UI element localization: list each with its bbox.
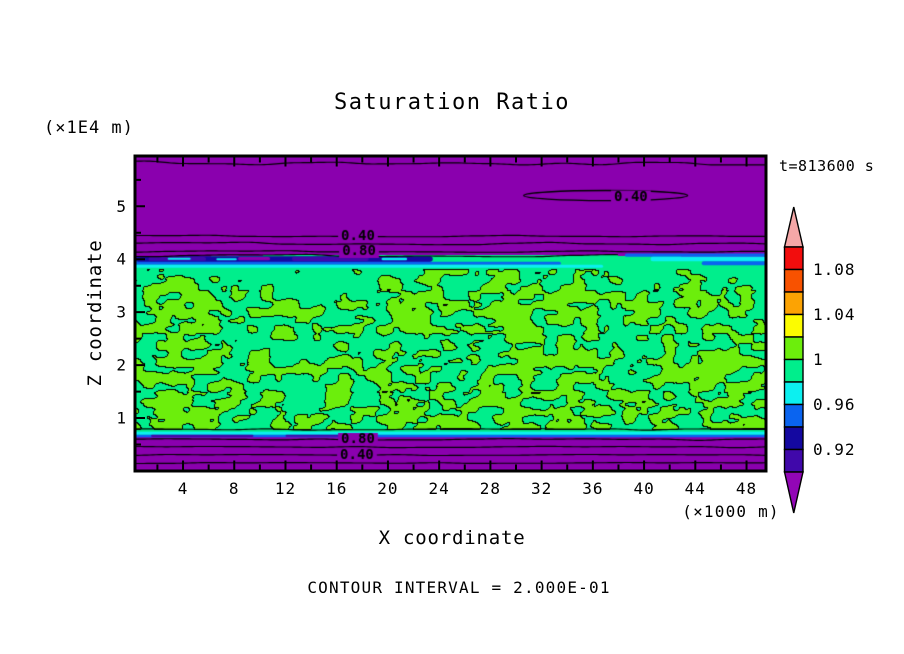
x-tick-label: 44 bbox=[685, 479, 706, 498]
y-axis-title: Z coordinate bbox=[84, 239, 106, 387]
colorbar-segment bbox=[783, 246, 804, 271]
y-tick-label: 4 bbox=[116, 250, 127, 269]
colorbar-label: 0.96 bbox=[813, 395, 856, 414]
x-tick-label: 36 bbox=[582, 479, 603, 498]
plot-title: Saturation Ratio bbox=[334, 90, 570, 115]
colorbar: 1.08 1.04 1 0.96 0.92 bbox=[783, 206, 856, 514]
y-tick-label: 5 bbox=[116, 197, 127, 216]
colorbar-segment bbox=[783, 336, 804, 361]
x-tick-label: 4 bbox=[178, 479, 189, 498]
time-label: t=813600 s bbox=[779, 157, 875, 175]
x-tick-label: 12 bbox=[275, 479, 296, 498]
colorbar-segment bbox=[783, 381, 804, 406]
colorbar-segment bbox=[783, 313, 804, 338]
y-tick-labels: 1 2 3 4 5 bbox=[116, 197, 127, 428]
colorbar-segment bbox=[783, 268, 804, 293]
y-tick-label: 3 bbox=[116, 303, 127, 322]
colorbar-segment bbox=[783, 358, 804, 383]
contour-interval-note: CONTOUR INTERVAL = 2.000E-01 bbox=[307, 578, 611, 597]
colorbar-segment bbox=[783, 403, 804, 428]
x-tick-label: 32 bbox=[531, 479, 552, 498]
x-tick-label: 28 bbox=[480, 479, 501, 498]
x-tick-labels: 4 8 12 16 20 24 28 32 36 40 44 48 bbox=[178, 479, 757, 498]
colorbar-segment bbox=[783, 426, 804, 451]
x-axis-unit-label: (×1000 m) bbox=[682, 502, 780, 521]
x-tick-label: 20 bbox=[377, 479, 398, 498]
x-tick-label: 40 bbox=[633, 479, 654, 498]
colorbar-segment bbox=[783, 448, 804, 473]
colorbar-arrow-down bbox=[783, 471, 804, 514]
x-tick-label: 16 bbox=[326, 479, 347, 498]
x-tick-label: 8 bbox=[229, 479, 240, 498]
axis-ticks bbox=[136, 157, 748, 470]
x-tick-label: 48 bbox=[736, 479, 757, 498]
colorbar-label: 1.08 bbox=[813, 260, 856, 279]
colorbar-label: 0.92 bbox=[813, 440, 856, 459]
x-axis-title: X coordinate bbox=[378, 527, 526, 549]
contour-field-canvas bbox=[135, 156, 766, 471]
y-tick-label: 2 bbox=[116, 356, 127, 375]
plot-border bbox=[133, 154, 768, 473]
colorbar-label: 1 bbox=[813, 350, 824, 369]
colorbar-label: 1.04 bbox=[813, 305, 856, 324]
x-tick-label: 24 bbox=[429, 479, 450, 498]
y-tick-label: 1 bbox=[116, 409, 127, 428]
colorbar-arrow-up bbox=[783, 206, 804, 248]
y-axis-unit-label: (×1E4 m) bbox=[44, 118, 134, 138]
colorbar-segment bbox=[783, 291, 804, 316]
